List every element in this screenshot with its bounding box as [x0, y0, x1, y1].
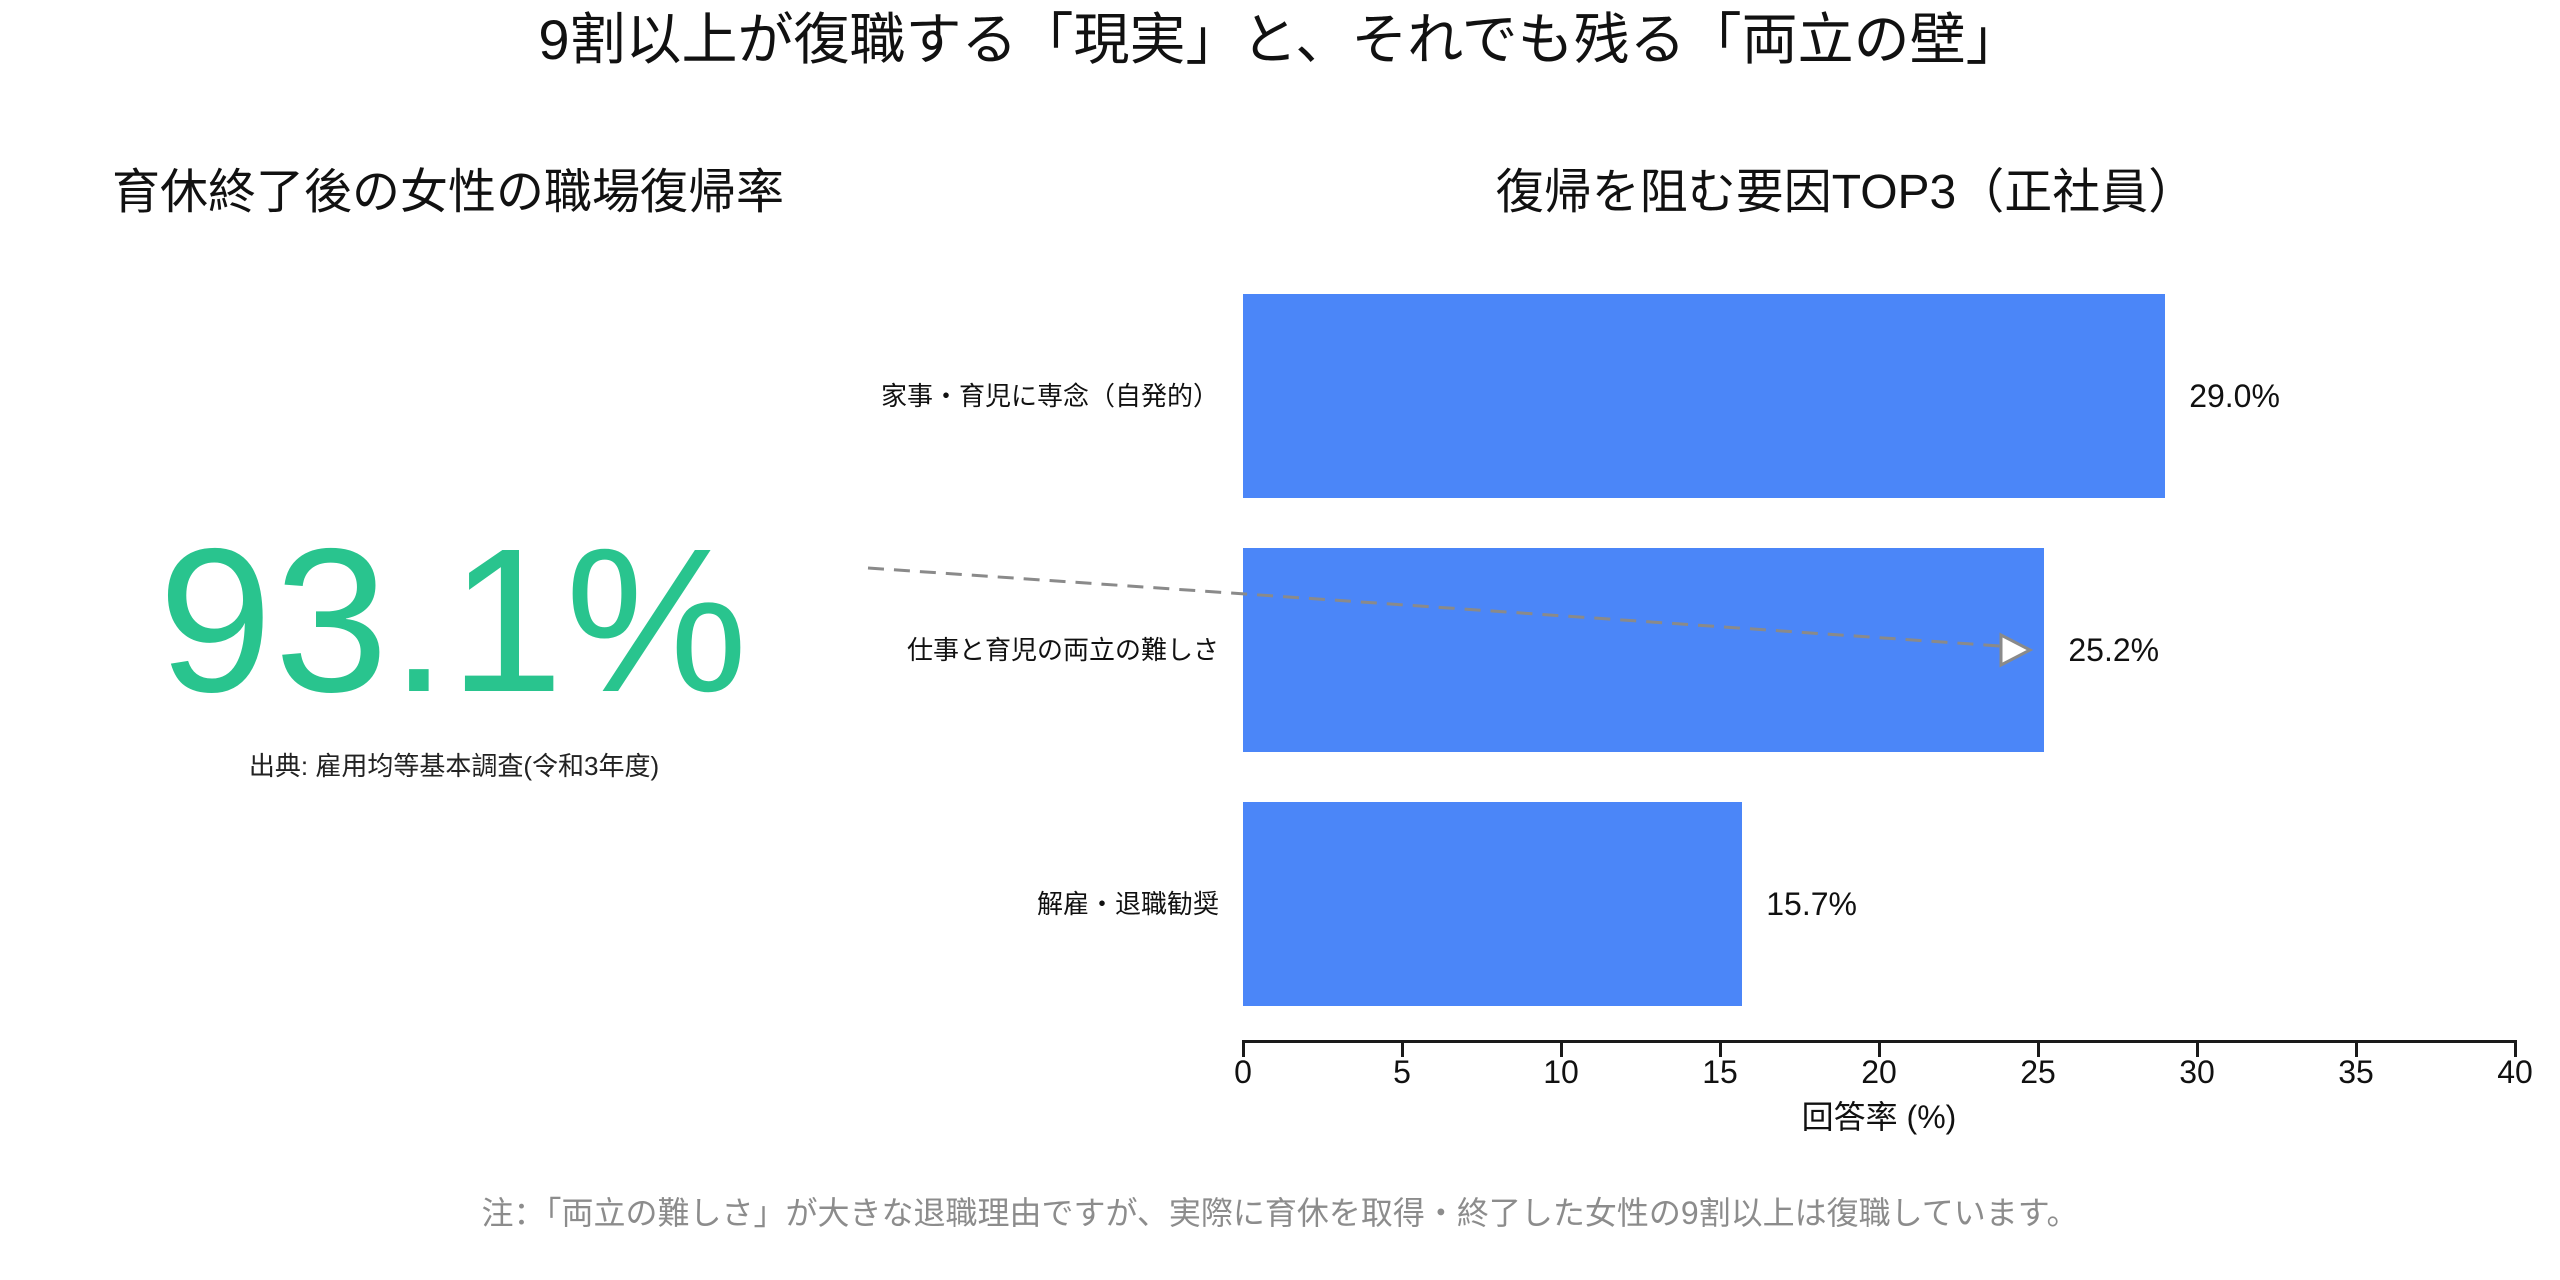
x-axis-line [1242, 1040, 2517, 1043]
x-axis-tick-label: 30 [2179, 1054, 2215, 1090]
x-axis-tick-label: 10 [1543, 1054, 1579, 1090]
bar [1243, 294, 2166, 498]
bar-value-label: 15.7% [1766, 886, 1857, 922]
x-axis-tick-label: 40 [2497, 1054, 2533, 1090]
x-axis-tick [1401, 1043, 1404, 1057]
bar [1243, 802, 1743, 1006]
bar-category-label: 解雇・退職勧奨 [1036, 889, 1219, 919]
left-section-title: 育休終了後の女性の職場復帰率 [112, 166, 785, 219]
x-axis-tick-label: 35 [2338, 1054, 2374, 1090]
bar-value-label: 25.2% [2068, 632, 2160, 668]
x-axis-tick [2196, 1043, 2199, 1057]
x-axis-tick [2355, 1043, 2358, 1057]
big-number-wrap: 93.1% [0, 518, 908, 723]
x-axis-tick-label: 20 [1861, 1054, 1897, 1090]
x-axis-tick-label: 0 [1234, 1054, 1252, 1090]
bar-category-label: 仕事と育児の両立の難しさ [906, 635, 1219, 665]
x-axis-tick [1560, 1043, 1563, 1057]
x-axis-tick-label: 15 [1702, 1054, 1738, 1090]
big-number: 93.1% [158, 506, 750, 735]
x-axis-label: 回答率 (%) [1801, 1099, 1957, 1135]
x-axis-tick [1719, 1043, 1722, 1057]
x-axis-tick [1878, 1043, 1881, 1057]
x-axis-tick-label: 25 [2020, 1054, 2056, 1090]
source-caption: 出典: 雇用均等基本調査(令和3年度) [248, 751, 660, 781]
x-axis-tick [1242, 1043, 1245, 1057]
bar-value-label: 29.0% [2189, 378, 2280, 414]
bar-category-label: 家事・育児に専念（自発的） [880, 381, 1219, 411]
x-axis-tick [2037, 1043, 2040, 1057]
page-title: 9割以上が復職する「現実」と、それでも残る「両立の壁」 [538, 8, 2022, 71]
x-axis-tick [2514, 1043, 2517, 1057]
x-axis-tick-label: 5 [1393, 1054, 1411, 1090]
bar [1243, 548, 2045, 752]
footnote: 注：「両立の難しさ」が大きな退職理由ですが、実際に育休を取得・終了した女性の9割… [481, 1195, 2079, 1231]
chart-title: 復帰を阻む要因TOP3（正社員） [1495, 166, 2197, 219]
